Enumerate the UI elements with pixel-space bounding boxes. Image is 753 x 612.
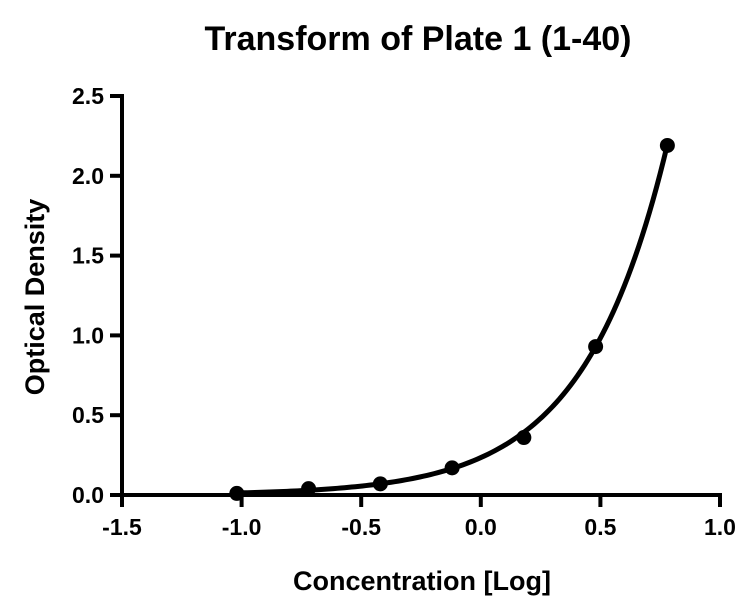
y-tick-label: 1.5: [72, 243, 104, 269]
axes: -1.5 -1.0 -0.5 0.0 0.5 1.0 0.0 0.5 1.0 1.5 2.0 2.5: [72, 83, 736, 540]
plot-area: [229, 137, 675, 501]
x-tick-label: -1.5: [102, 514, 142, 540]
y-tick-label: 1.0: [72, 322, 104, 348]
x-axis-title: Concentration [Log]: [293, 566, 551, 596]
y-axis-title: Optical Density: [20, 199, 50, 396]
data-point: [659, 137, 675, 153]
x-tick-label: -0.5: [341, 514, 381, 540]
x-tick-label: 0.5: [584, 514, 616, 540]
x-tick-label: 1.0: [704, 514, 736, 540]
y-axis-ticks: 0.0 0.5 1.0 1.5 2.0 2.5: [72, 83, 122, 508]
data-point: [301, 481, 317, 497]
x-tick-label: -1.0: [222, 514, 262, 540]
data-point: [588, 339, 604, 355]
y-tick-label: 2.5: [72, 83, 104, 109]
data-points: [229, 137, 675, 501]
x-axis-ticks: -1.5 -1.0 -0.5 0.0 0.5 1.0: [102, 495, 736, 540]
data-point: [444, 460, 460, 476]
chart-title: Transform of Plate 1 (1-40): [204, 20, 631, 58]
data-point: [372, 476, 388, 492]
y-tick-label: 0.0: [72, 482, 104, 508]
y-tick-label: 0.5: [72, 402, 104, 428]
data-point: [516, 430, 532, 446]
y-tick-label: 2.0: [72, 163, 104, 189]
x-tick-label: 0.0: [465, 514, 497, 540]
fit-curve: [234, 141, 670, 496]
